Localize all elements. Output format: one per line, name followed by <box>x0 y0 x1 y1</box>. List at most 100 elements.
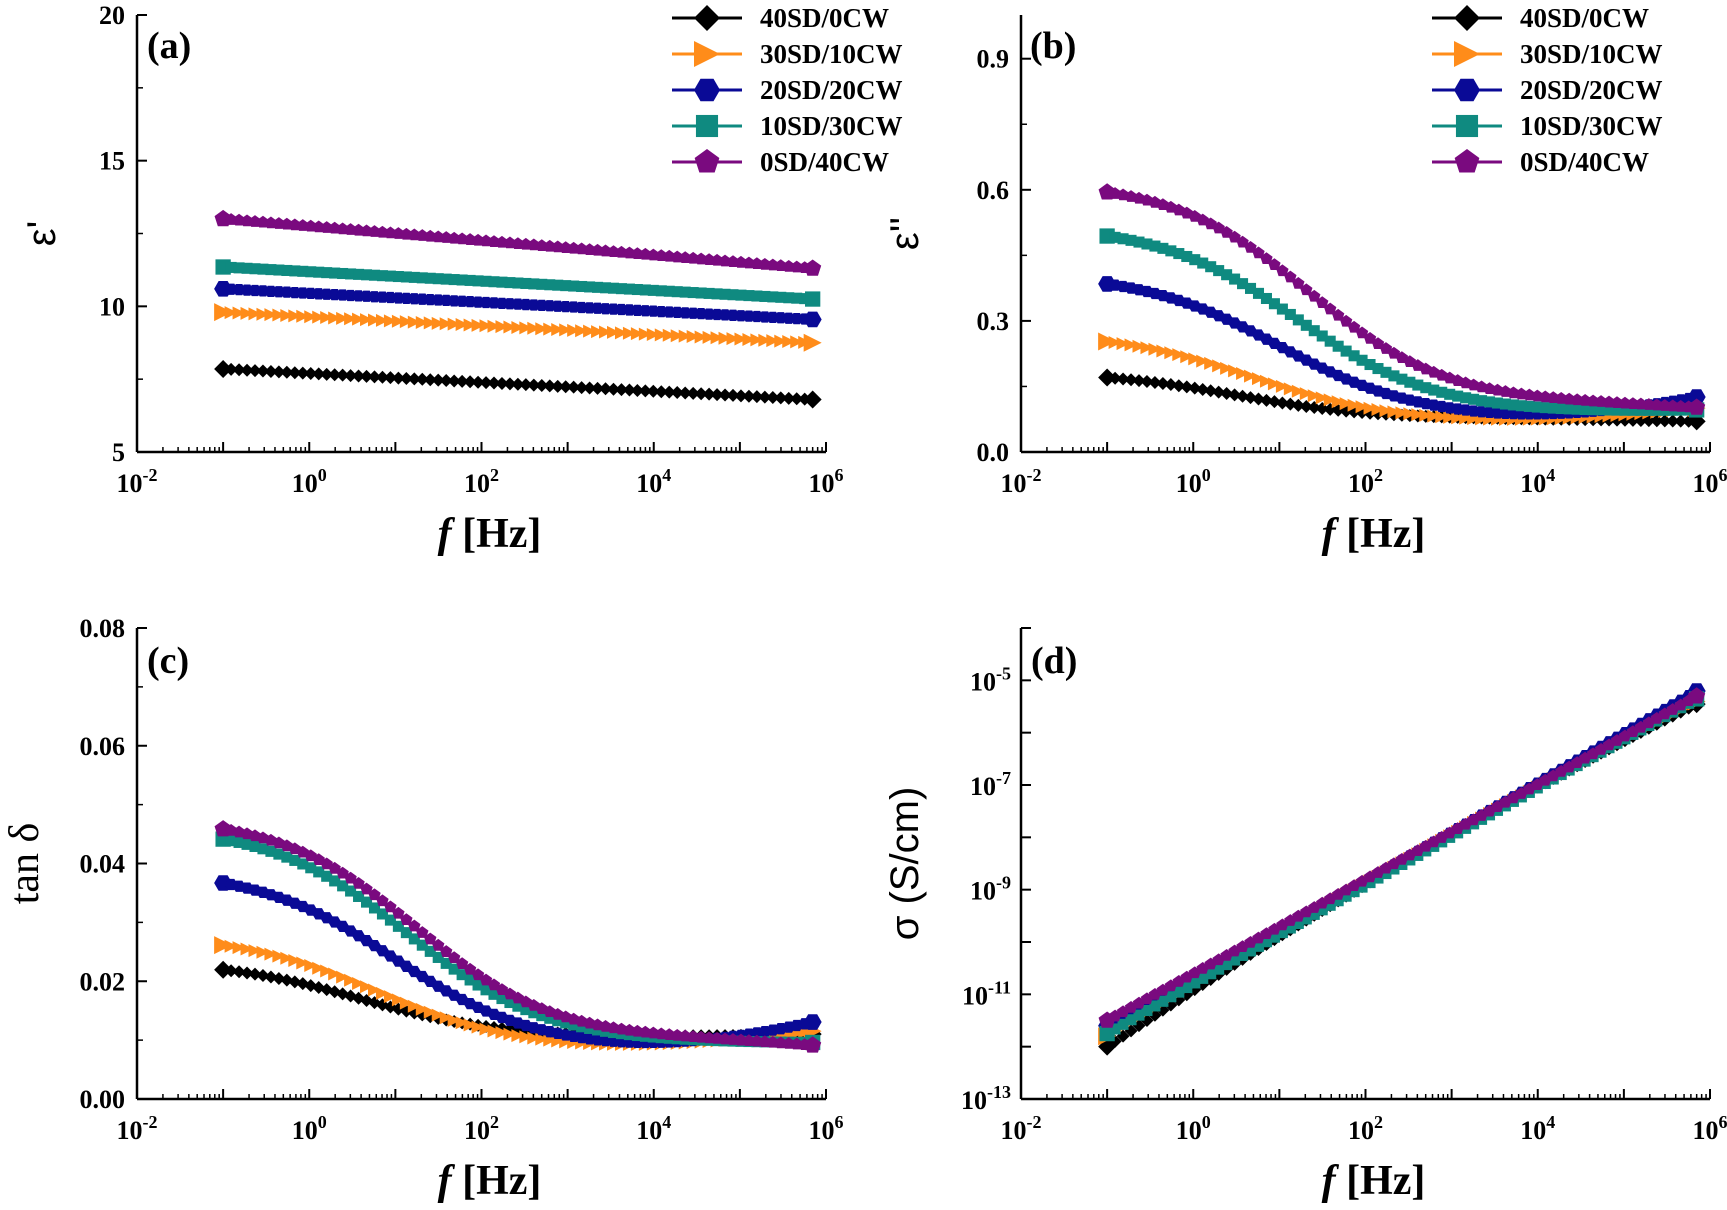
legend-label: 0SD/40CW <box>760 147 889 177</box>
data-point <box>503 377 517 391</box>
data-point <box>1468 393 1480 405</box>
data-point <box>423 1005 437 1019</box>
data-point <box>495 320 509 334</box>
data-point <box>353 268 365 280</box>
data-point <box>568 1019 580 1031</box>
data-point <box>1197 257 1209 269</box>
data-point <box>1221 959 1233 971</box>
data-point <box>1491 397 1504 409</box>
data-point <box>734 389 748 403</box>
x-tick-label: 106 <box>809 465 844 498</box>
x-tick-label: 10-2 <box>117 1112 158 1145</box>
data-point <box>1308 289 1321 302</box>
legend-item: 0SD/40CW <box>672 147 889 177</box>
data-point <box>337 267 349 280</box>
data-point <box>622 326 636 340</box>
data-point <box>424 272 436 284</box>
data-point <box>686 330 700 344</box>
data-point <box>368 902 381 914</box>
data-point <box>375 370 389 384</box>
data-point <box>432 951 444 963</box>
data-point <box>1173 986 1185 998</box>
panel-label: (b) <box>1030 25 1076 67</box>
data-point <box>759 290 771 302</box>
data-point <box>576 1021 588 1033</box>
data-point <box>1420 382 1432 394</box>
data-point <box>804 259 822 276</box>
data-point <box>248 944 262 958</box>
data-point <box>455 374 469 388</box>
legend-item: 20SD/20CW <box>672 75 903 105</box>
data-point <box>471 1020 485 1034</box>
data-point <box>1427 409 1441 423</box>
data-point <box>599 325 613 339</box>
data-point <box>1236 389 1250 403</box>
x-tick-label: 102 <box>1348 1112 1383 1145</box>
data-point <box>1244 369 1258 383</box>
data-point <box>1331 308 1345 321</box>
data-point <box>560 1017 572 1029</box>
data-point <box>1419 408 1433 422</box>
data-point <box>1595 404 1607 416</box>
data-point <box>320 367 334 381</box>
data-point <box>225 835 237 847</box>
data-point <box>1212 359 1226 373</box>
y-tick-label: 10-9 <box>970 873 1011 906</box>
data-point <box>1435 410 1449 424</box>
data-point <box>264 364 278 378</box>
data-point <box>630 327 644 341</box>
data-point <box>535 322 549 336</box>
data-point <box>1611 404 1623 416</box>
y-tick-label: 10 <box>99 292 125 321</box>
data-point <box>567 380 581 394</box>
data-point <box>679 286 691 298</box>
data-point <box>1252 940 1265 952</box>
data-point <box>329 875 341 887</box>
data-point <box>694 330 708 344</box>
series-30SD/10CW <box>214 303 822 352</box>
data-point <box>638 384 652 398</box>
x-tick-label: 106 <box>809 1112 844 1145</box>
data-point <box>392 906 405 919</box>
data-point <box>407 372 421 386</box>
data-point <box>257 843 269 855</box>
data-point <box>1245 282 1257 294</box>
data-point <box>1117 1018 1129 1030</box>
data-point <box>1251 372 1265 386</box>
series-40SD/0CW <box>214 359 822 409</box>
data-point <box>464 274 476 286</box>
data-point <box>1688 687 1706 704</box>
data-point <box>662 385 676 399</box>
data-point <box>1332 340 1344 352</box>
data-point <box>392 920 404 932</box>
data-point <box>320 311 334 325</box>
data-point <box>424 945 436 957</box>
legend: 40SD/0CW 30SD/10CW 20SD/20CW 10SD/30CW 0SD/4… <box>672 3 903 177</box>
data-point <box>528 1007 540 1019</box>
data-point <box>1148 342 1162 356</box>
data-point <box>766 334 780 348</box>
y-tick-label: 0.9 <box>977 45 1010 74</box>
data-point <box>719 288 731 300</box>
series-0SD/40CW <box>214 820 822 1053</box>
data-point <box>456 274 468 286</box>
data-point <box>1324 335 1336 347</box>
data-point <box>503 320 517 334</box>
data-point <box>391 993 405 1007</box>
data-point <box>1252 287 1265 299</box>
y-tick-label: 0.6 <box>977 176 1010 205</box>
series-0SD/40CW <box>214 209 822 276</box>
data-point <box>463 375 477 389</box>
data-point <box>1452 390 1464 402</box>
data-point <box>799 293 811 305</box>
data-point <box>1563 403 1575 415</box>
y-tick-label: 0.3 <box>977 307 1010 336</box>
data-point <box>1140 374 1154 388</box>
data-point <box>1132 374 1146 388</box>
data-point <box>448 274 460 286</box>
data-point <box>1172 379 1186 393</box>
data-point <box>241 838 253 850</box>
data-point <box>1412 379 1424 391</box>
x-tick-label: 104 <box>1520 1112 1555 1145</box>
data-point <box>1116 337 1130 351</box>
